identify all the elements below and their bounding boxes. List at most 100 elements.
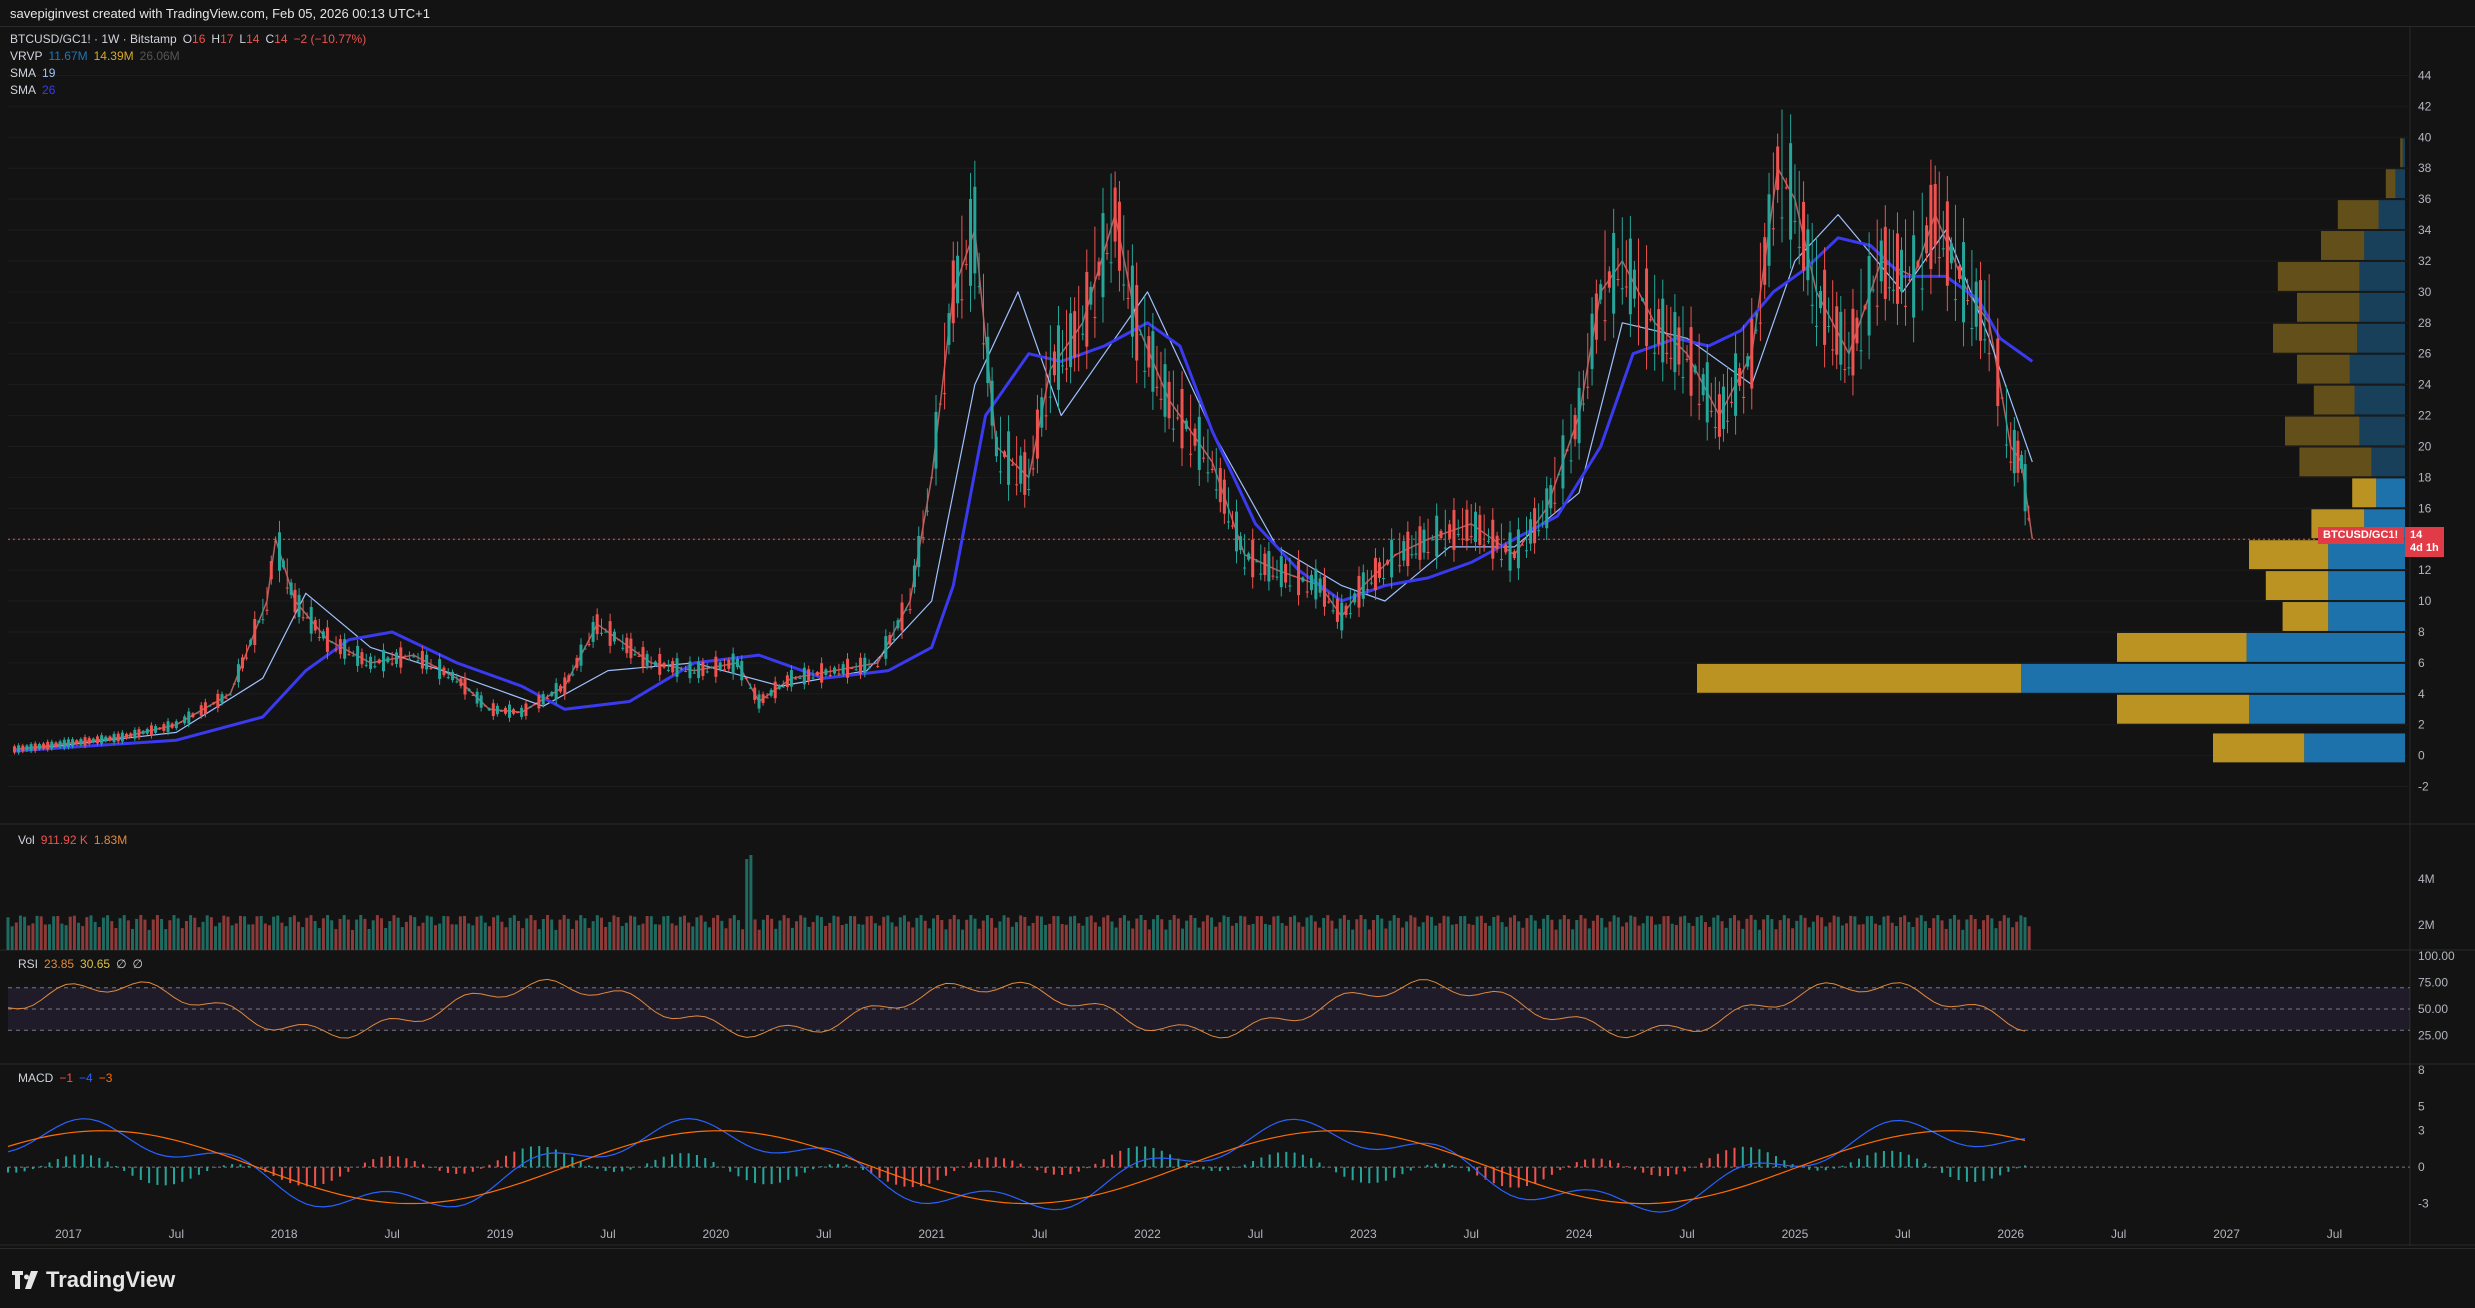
volume-bar <box>110 921 113 950</box>
macd-histogram-bar <box>513 1152 515 1167</box>
macd-histogram-bar <box>829 1164 831 1167</box>
volume-value-1: 911.92 K <box>41 833 88 847</box>
volume-bar <box>795 921 798 950</box>
volume-bar <box>496 915 499 950</box>
macd-histogram-bar <box>1783 1160 1785 1167</box>
volume-bar <box>305 918 308 950</box>
price-candle-body <box>1975 282 1978 327</box>
volume-bar <box>1032 923 1035 950</box>
volume-profile-up-bar <box>2355 386 2405 415</box>
volume-bar <box>1845 923 1848 950</box>
macd-histogram-bar <box>223 1165 225 1167</box>
volume-bar <box>1276 916 1279 950</box>
volume-bar <box>1961 930 1964 950</box>
volume-bar <box>1268 925 1271 950</box>
volume-bar <box>542 919 545 950</box>
last-price-value: 14 <box>2410 529 2439 542</box>
price-candle-body <box>1398 565 1401 566</box>
macd-histogram-bar <box>1933 1167 1935 1168</box>
time-axis-label: Jul <box>1248 1227 1263 1241</box>
macd-histogram-bar <box>181 1167 183 1182</box>
volume-bar <box>525 918 528 950</box>
volume-bar <box>783 915 786 950</box>
price-candle-body <box>298 595 301 617</box>
price-candle-body <box>892 639 895 640</box>
volume-bar <box>189 915 192 950</box>
rsi-ma-value: 30.65 <box>80 957 110 971</box>
volume-bar <box>1654 925 1657 950</box>
volume-bar <box>1882 917 1885 950</box>
price-candle-body <box>654 662 657 666</box>
volume-bar <box>886 916 889 950</box>
price-candle-body <box>1645 268 1648 346</box>
volume-bar <box>260 916 263 950</box>
volume-bar <box>882 917 885 950</box>
macd-histogram-bar <box>1617 1163 1619 1167</box>
volume-bar <box>1297 922 1300 950</box>
macd-histogram-bar <box>538 1146 540 1167</box>
price-candle-body <box>492 703 495 716</box>
volume-profile-up-bar <box>2304 733 2405 762</box>
volume-bar <box>1982 920 1985 950</box>
volume-bar <box>1193 918 1196 950</box>
price-candle-body <box>1785 187 1788 188</box>
volume-bar <box>965 920 968 950</box>
macd-histogram-bar <box>654 1160 656 1167</box>
price-candle-body <box>233 684 236 685</box>
chart-area[interactable]: -202468101214161820222426283032343638404… <box>0 26 2475 1246</box>
macd-histogram-bar <box>132 1167 134 1176</box>
volume-bar <box>1260 916 1263 950</box>
price-candle-body <box>1578 388 1581 443</box>
volume-profile-up-bar <box>2395 169 2405 198</box>
rsi-extra-2: ∅ <box>133 957 143 971</box>
tradingview-logo[interactable]: TradingView <box>12 1267 175 1293</box>
macd-histogram-bar <box>1343 1167 1345 1177</box>
price-candle-body <box>625 638 628 653</box>
volume-bar <box>405 922 408 950</box>
volume-bar <box>770 919 773 950</box>
chart-canvas[interactable]: -202468101214161820222426283032343638404… <box>0 26 2475 1246</box>
volume-bar <box>231 925 234 950</box>
volume-bar <box>397 918 400 950</box>
volume-bar <box>44 924 47 950</box>
macd-histogram-bar <box>1659 1167 1661 1176</box>
price-candle-body <box>257 621 260 623</box>
price-candle-body <box>1996 338 1999 406</box>
volume-bar <box>521 928 524 950</box>
macd-histogram-bar <box>488 1165 490 1167</box>
symbol-title[interactable]: BTCUSD/GC1! · 1W · Bitstamp <box>10 32 177 46</box>
macd-histogram-bar <box>912 1167 914 1187</box>
macd-histogram-bar <box>1567 1166 1569 1167</box>
price-candle-body <box>811 677 814 678</box>
price-candle-body <box>829 675 832 676</box>
volume-bar <box>359 915 362 950</box>
volume-bar <box>1359 915 1362 950</box>
macd-histogram-bar <box>1900 1152 1902 1167</box>
macd-tick-label: 8 <box>2418 1063 2425 1077</box>
price-candle-body <box>842 664 845 674</box>
price-candle-body <box>314 620 317 630</box>
volume-profile-down-bar <box>2213 733 2304 762</box>
price-candle-body <box>1301 577 1304 581</box>
price-candle-body <box>1378 562 1381 578</box>
volume-bar <box>629 916 632 950</box>
time-axis-label: 2021 <box>918 1227 945 1241</box>
price-candle-body <box>1284 564 1287 583</box>
macd-histogram-bar <box>464 1167 466 1173</box>
rsi-label: RSI <box>18 957 38 971</box>
volume-bar <box>1065 925 1068 950</box>
macd-histogram-bar <box>1103 1159 1105 1167</box>
price-candle-body <box>790 670 793 687</box>
volume-bar <box>816 915 819 950</box>
price-candle-body <box>658 654 661 675</box>
price-candle-body <box>1280 556 1283 587</box>
price-candle-body <box>1557 474 1560 475</box>
macd-histogram-bar <box>887 1167 889 1181</box>
price-candle-body <box>113 734 116 742</box>
volume-bar <box>745 859 748 950</box>
volume-bar <box>588 928 591 950</box>
volume-bar <box>1434 926 1437 950</box>
